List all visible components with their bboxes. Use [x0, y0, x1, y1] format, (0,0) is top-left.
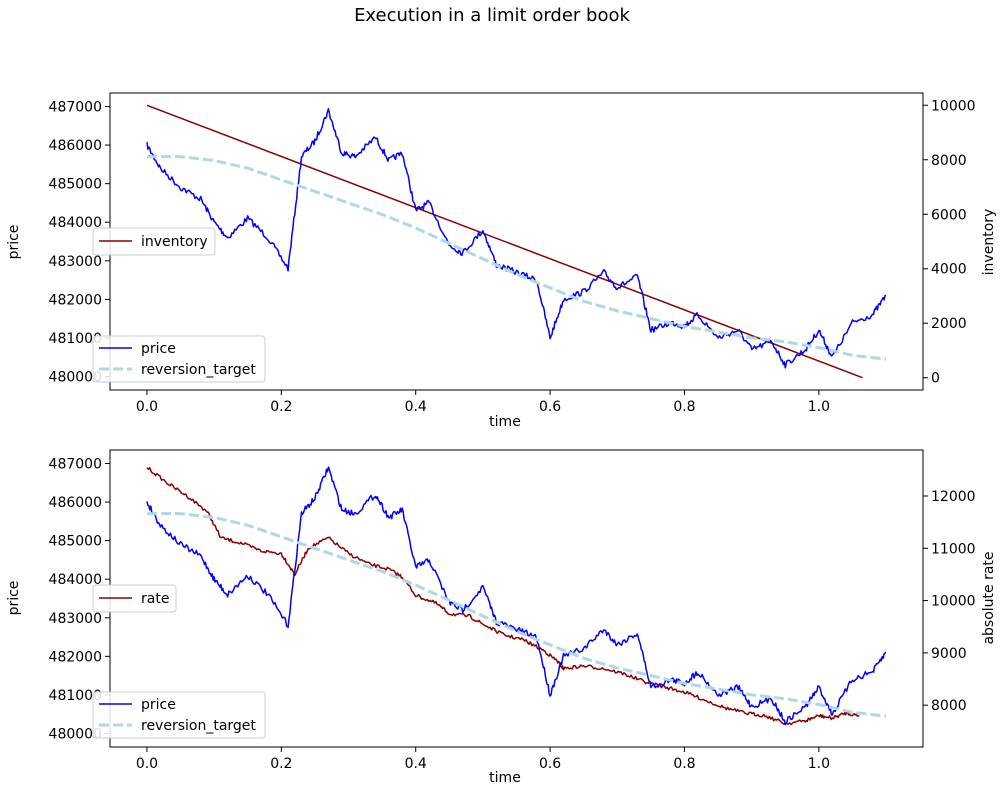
left-y-tick-label: 483000: [49, 254, 102, 270]
right-y-tick-label: 10000: [931, 98, 976, 114]
right-y-tick-label: 11000: [931, 541, 976, 557]
x-tick-label: 0.6: [539, 756, 561, 772]
top-panel-left-yticks: 480000 481000 482000 483000 484000 485000 4860…: [49, 100, 110, 386]
legend-label-price: price: [141, 341, 176, 357]
left-y-tick-label: 486000: [49, 138, 102, 154]
bottom-panel-series: [146, 466, 887, 726]
left-y-tick-label: 481000: [49, 331, 102, 347]
right-y-tick-label: 2000: [931, 316, 967, 332]
series-line-reversion-target: [147, 155, 887, 361]
series-line-rate: [146, 467, 860, 726]
bottom-panel-right-yticks: 8000 9000 10000 11000 12000: [923, 489, 976, 714]
x-tick-label: 0.4: [405, 756, 427, 772]
left-y-tick-label: 485000: [49, 534, 102, 550]
left-y-tick-label: 480000: [49, 370, 102, 386]
left-y-tick-label: 480000: [49, 727, 102, 743]
right-y-tick-label: 4000: [931, 262, 967, 278]
legend-box: [92, 227, 216, 256]
left-y-tick-label: 482000: [49, 292, 102, 308]
series-line-reversion-target: [147, 512, 887, 718]
right-y-tick-label: 10000: [931, 594, 976, 610]
x-tick-label: 0.6: [539, 399, 561, 415]
top-panel-left-ylabel: price: [6, 225, 22, 260]
bottom-panel-legend-left: price reversion_target: [92, 691, 266, 739]
top-panel-right-ylabel: inventory: [981, 209, 997, 276]
legend-box: [92, 335, 266, 383]
left-y-tick-label: 482000: [49, 649, 102, 665]
left-y-tick-label: 484000: [49, 572, 102, 588]
legend-label-rate: rate: [141, 591, 169, 607]
bottom-panel-left-ylabel: price: [6, 581, 22, 616]
legend-label-price: price: [141, 697, 176, 713]
x-tick-label: 0.2: [270, 756, 292, 772]
top-panel-xlabel: time: [489, 414, 521, 430]
top-panel-right-yticks: 0 2000 4000 6000 8000 10000: [923, 98, 976, 387]
left-y-tick-label: 485000: [49, 177, 102, 193]
bottom-panel-xlabel: time: [489, 770, 521, 786]
x-tick-label: 0.0: [136, 756, 158, 772]
top-panel-legend-left: price reversion_target: [92, 335, 266, 383]
top-panel: 0.0 0.2 0.4 0.6 0.8 1.0 480000 481000 482000 483…: [6, 92, 997, 430]
right-y-tick-label: 12000: [931, 489, 976, 505]
bottom-panel-right-ylabel: absolute rate: [981, 551, 997, 644]
left-y-tick-label: 487000: [49, 457, 102, 473]
legend-label-reversion-target: reversion_target: [141, 362, 256, 378]
left-y-tick-label: 481000: [49, 688, 102, 704]
left-y-tick-label: 487000: [49, 100, 102, 116]
x-tick-label: 0.8: [673, 756, 695, 772]
right-y-tick-label: 8000: [931, 698, 967, 714]
top-panel-legend-right: inventory: [92, 227, 216, 256]
bottom-panel-xticks: 0.0 0.2 0.4 0.6 0.8 1.0: [136, 747, 830, 772]
figure-title: Execution in a limit order book: [354, 5, 630, 26]
series-line-price: [146, 466, 887, 726]
right-y-tick-label: 8000: [931, 153, 967, 169]
left-y-tick-label: 484000: [49, 215, 102, 231]
series-line-inventory: [146, 104, 863, 379]
x-tick-label: 0.0: [136, 399, 158, 415]
x-tick-label: 0.4: [405, 399, 427, 415]
right-y-tick-label: 9000: [931, 646, 967, 662]
x-tick-label: 0.2: [270, 399, 292, 415]
top-panel-xticks: 0.0 0.2 0.4 0.6 0.8 1.0: [136, 390, 830, 415]
x-tick-label: 1.0: [808, 399, 830, 415]
bottom-panel-left-yticks: 480000 481000 482000 483000 484000 485000 4860…: [49, 457, 110, 743]
top-panel-series: [146, 104, 887, 379]
right-y-tick-label: 6000: [931, 207, 967, 223]
x-tick-label: 0.8: [673, 399, 695, 415]
x-tick-label: 1.0: [808, 756, 830, 772]
left-y-tick-label: 486000: [49, 495, 102, 511]
bottom-panel-legend-right: rate: [92, 584, 177, 613]
bottom-panel: 0.0 0.2 0.4 0.6 0.8 1.0 480000 481000 482000 483…: [6, 449, 997, 786]
legend-box: [92, 584, 177, 613]
legend-label-inventory: inventory: [141, 234, 208, 250]
left-y-tick-label: 483000: [49, 611, 102, 627]
legend-label-reversion-target: reversion_target: [141, 718, 256, 734]
right-y-tick-label: 0: [931, 371, 940, 387]
legend-box: [92, 691, 266, 739]
